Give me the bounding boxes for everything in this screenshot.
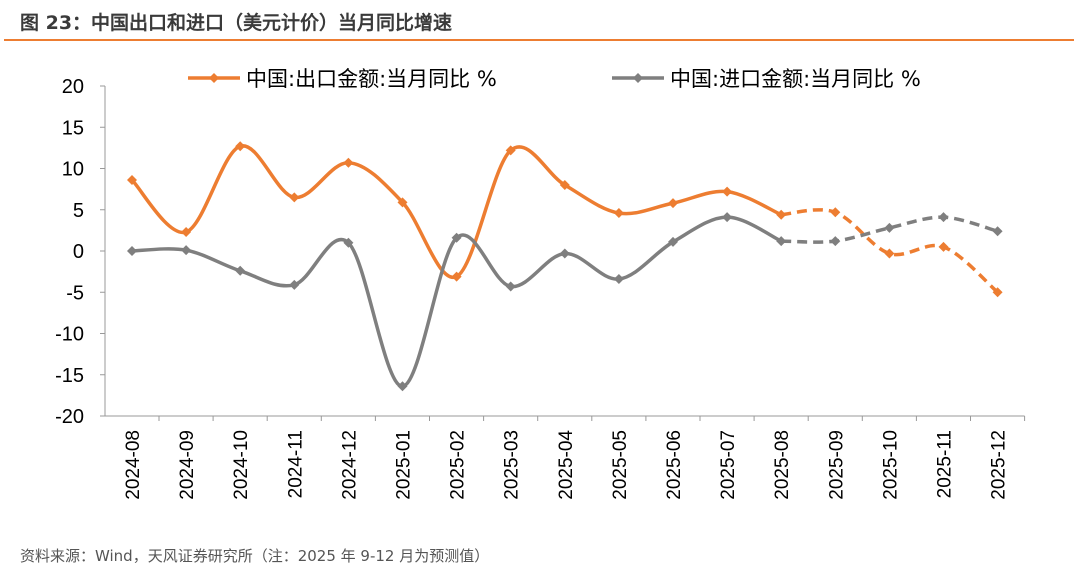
data-point-marker bbox=[289, 192, 300, 203]
data-point-marker bbox=[181, 227, 192, 238]
x-tick-label: 2025-01 bbox=[394, 430, 415, 500]
data-point-marker bbox=[668, 198, 678, 209]
data-point-marker bbox=[938, 241, 949, 252]
y-tick-label: 20 bbox=[62, 76, 84, 98]
source-note: 资料来源：Wind，天风证券研究所（注：2025 年 9-12 月为预测值） bbox=[20, 547, 490, 565]
data-point-marker bbox=[722, 212, 733, 223]
data-point-marker bbox=[235, 141, 246, 152]
y-tick-label: -20 bbox=[55, 406, 84, 428]
data-point-marker bbox=[505, 145, 516, 156]
x-tick-label: 2025-06 bbox=[664, 430, 685, 500]
data-point-marker bbox=[938, 212, 949, 223]
y-tick-label: 10 bbox=[62, 159, 84, 181]
legend-label: 中国:进口金额:当月同比 % bbox=[670, 67, 921, 91]
x-tick-label: 2025-08 bbox=[772, 430, 793, 500]
data-point-marker bbox=[613, 274, 624, 285]
x-tick-label: 2025-02 bbox=[448, 430, 469, 500]
data-point-marker bbox=[505, 281, 516, 292]
x-tick-label: 2024-08 bbox=[123, 430, 144, 500]
data-point-marker bbox=[397, 197, 408, 208]
x-tick-label: 2025-07 bbox=[718, 430, 739, 500]
x-tick-label: 2024-10 bbox=[231, 430, 252, 500]
data-point-marker bbox=[613, 208, 624, 219]
legend-label: 中国:出口金额:当月同比 % bbox=[246, 67, 497, 91]
data-point-marker bbox=[451, 232, 462, 243]
data-point-marker bbox=[722, 186, 733, 197]
data-point-marker bbox=[992, 226, 1003, 237]
y-tick-label: 5 bbox=[73, 200, 84, 222]
data-point-marker bbox=[451, 271, 462, 282]
data-point-marker bbox=[343, 237, 354, 248]
x-tick-label: 2025-10 bbox=[880, 430, 901, 500]
data-point-marker bbox=[830, 207, 841, 218]
series-line-forecast bbox=[781, 215, 999, 244]
data-point-marker bbox=[668, 236, 678, 247]
title-divider bbox=[4, 39, 1074, 41]
chart-title: 图 23：中国出口和进口（美元计价）当月同比增速 bbox=[20, 12, 453, 34]
data-point-marker bbox=[235, 265, 246, 276]
data-point-marker bbox=[127, 175, 137, 186]
x-tick-label: 2025-12 bbox=[989, 430, 1010, 500]
x-tick-label: 2025-09 bbox=[826, 430, 847, 500]
legend-marker bbox=[209, 73, 219, 83]
data-point-marker bbox=[397, 381, 408, 392]
x-tick-label: 2024-12 bbox=[339, 430, 360, 500]
series-line-actual bbox=[130, 144, 782, 279]
y-tick-label: 0 bbox=[73, 241, 84, 263]
x-tick-label: 2025-04 bbox=[556, 430, 577, 500]
data-point-marker bbox=[127, 246, 137, 256]
series-line-forecast bbox=[781, 208, 999, 294]
series-line-actual bbox=[131, 215, 782, 389]
legend-marker bbox=[633, 73, 643, 83]
y-tick-label: -15 bbox=[55, 365, 84, 387]
data-point-marker bbox=[884, 222, 895, 233]
data-point-marker bbox=[181, 245, 192, 256]
y-tick-label: -5 bbox=[66, 282, 84, 304]
x-tick-label: 2025-03 bbox=[502, 430, 523, 500]
data-point-marker bbox=[992, 287, 1003, 298]
data-point-marker bbox=[830, 236, 841, 247]
x-tick-label: 2025-05 bbox=[610, 430, 631, 500]
data-point-marker bbox=[343, 157, 354, 168]
x-tick-label: 2025-11 bbox=[935, 430, 956, 498]
data-point-marker bbox=[289, 279, 300, 290]
x-tick-label: 2024-11 bbox=[285, 430, 306, 498]
y-tick-label: 15 bbox=[62, 117, 84, 139]
data-point-marker bbox=[559, 180, 570, 190]
data-point-marker bbox=[776, 209, 787, 220]
data-point-marker bbox=[884, 248, 895, 259]
x-tick-label: 2024-09 bbox=[177, 430, 198, 500]
line-chart: 20 15 10 5 0 -5 -10 -15 -20 2024-08 2024-09 2024-10… bbox=[55, 67, 1026, 500]
data-point-marker bbox=[559, 248, 570, 259]
y-tick-label: -10 bbox=[55, 324, 84, 346]
data-point-marker bbox=[776, 236, 787, 247]
